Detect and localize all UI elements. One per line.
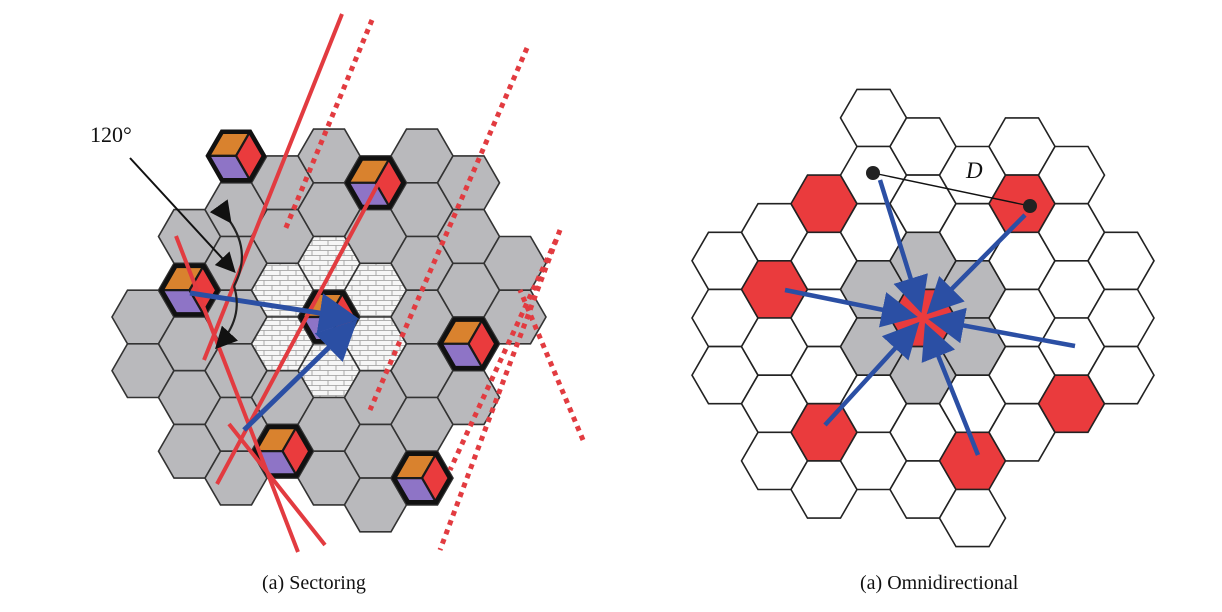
cell-hex (1087, 345, 1155, 405)
distance-label: D (966, 158, 983, 183)
sector-boundary-lines (174, 13, 586, 553)
sectored-cell-outline (158, 263, 221, 317)
right-caption: (a) Omnidirectional (860, 572, 1019, 594)
sector-line-dotted (517, 289, 586, 441)
sectored-cell-outline (251, 424, 314, 478)
angle-label: 120° (90, 122, 132, 147)
cell-hex (483, 289, 547, 345)
distance-endpoint-a (866, 166, 880, 180)
sector-line-solid (174, 235, 300, 553)
interference-arrow (921, 322, 981, 456)
left-interference-arrows (189, 290, 360, 432)
sectored-cell-outline (437, 317, 500, 371)
sectored-cell (344, 156, 407, 210)
distance-line (872, 172, 1031, 207)
sector-line-dotted (437, 229, 563, 551)
sector-line-solid (202, 13, 344, 361)
sectoring-figure (111, 13, 586, 553)
sector-line-solid (227, 422, 327, 547)
right-cell-grid (691, 88, 1155, 548)
interference-arrow (189, 290, 360, 333)
left-caption: (a) Sectoring (262, 572, 366, 594)
interference-arrow (928, 307, 1076, 349)
sector-line-dotted (447, 238, 559, 472)
angle-arc-lower (215, 285, 239, 350)
interference-arrow (242, 319, 358, 432)
cell-hex (938, 488, 1007, 548)
reuse-distance-marker (866, 166, 1037, 213)
distance-endpoint-b (1023, 199, 1037, 213)
sectored-cell (437, 317, 500, 371)
angle-arc-upper (209, 199, 243, 287)
sector-line-dotted (282, 19, 375, 231)
angle-annotation (129, 157, 243, 350)
angle-pointer-arrow (129, 157, 236, 273)
interference-arrow (823, 321, 920, 427)
interference-arrow (926, 213, 1027, 315)
cell-hex (436, 369, 501, 426)
interference-arrow (784, 287, 918, 328)
omnidirectional-figure (691, 88, 1155, 548)
sectored-cell-outline (391, 451, 453, 505)
sectored-cell (391, 451, 453, 505)
sectored-cell-outline (205, 129, 267, 183)
sectored-cell-outline (344, 156, 407, 210)
sectored-cell (205, 129, 267, 183)
interference-arrow (877, 179, 928, 313)
sector-line-solid (215, 183, 380, 485)
right-interference-arrows (784, 179, 1076, 456)
